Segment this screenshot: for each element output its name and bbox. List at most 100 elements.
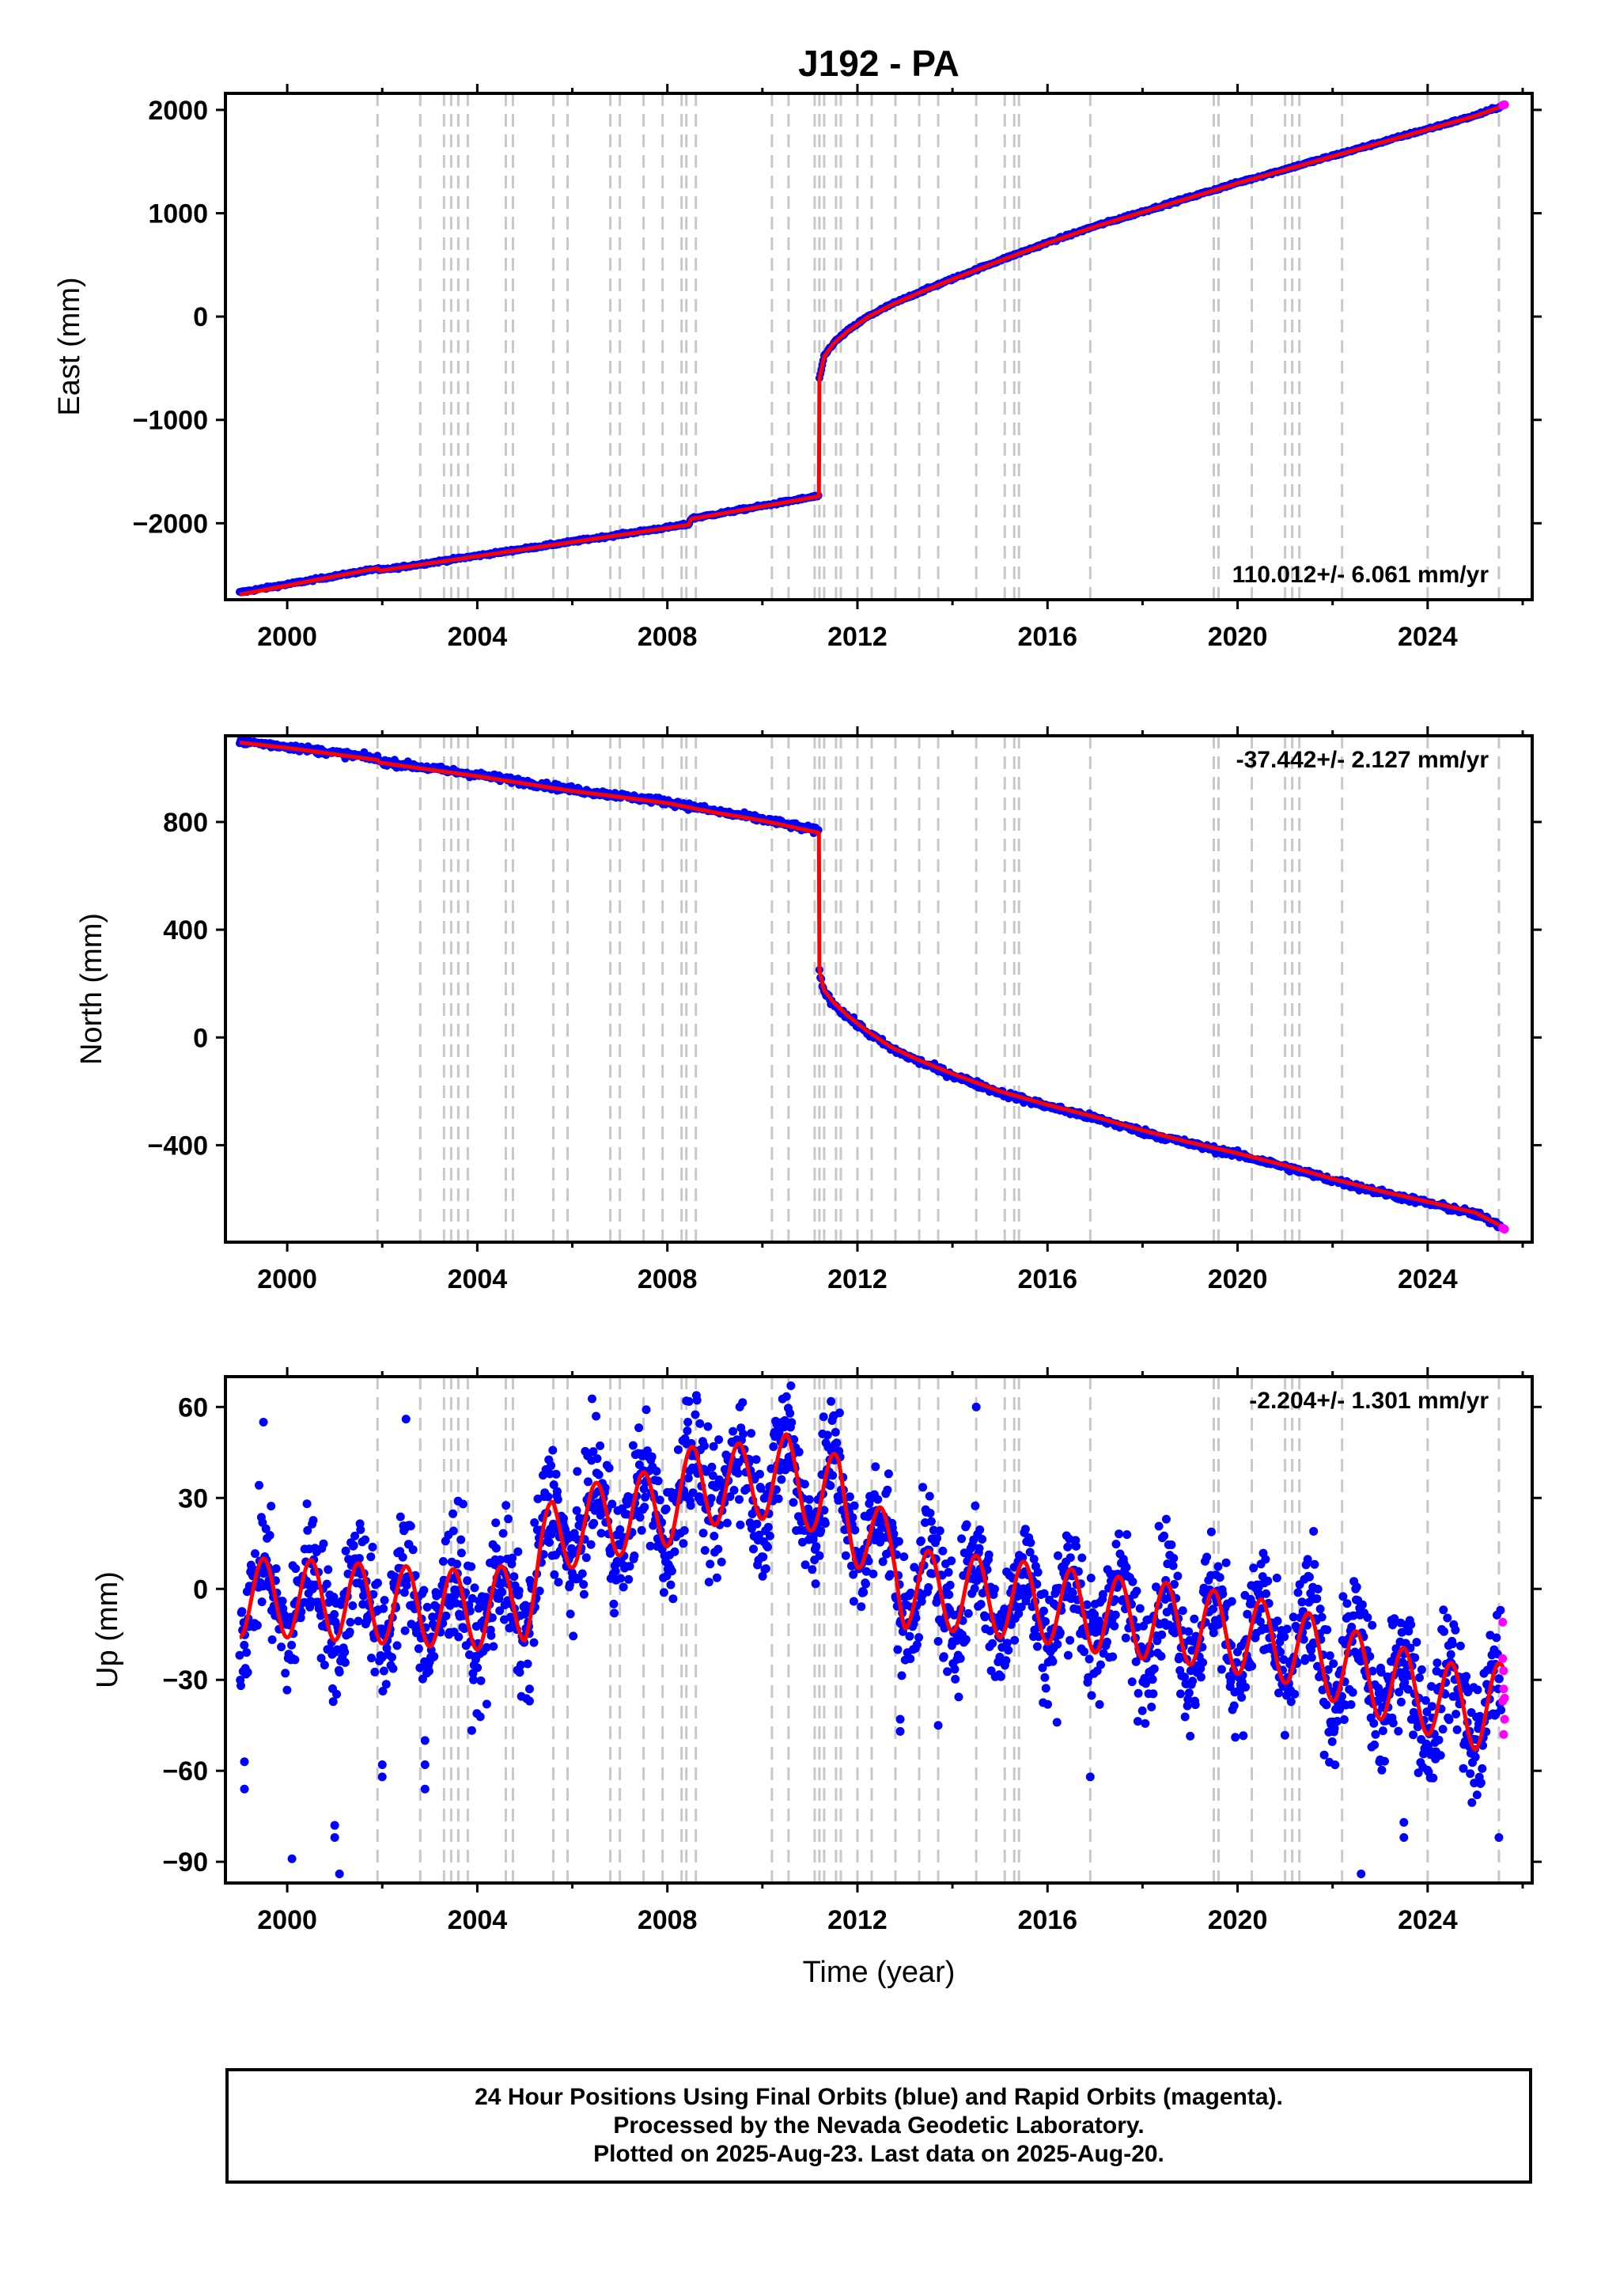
final-point <box>653 1476 663 1486</box>
final-point <box>430 1652 439 1661</box>
final-point <box>399 1588 409 1597</box>
final-point <box>1272 1574 1281 1582</box>
final-point <box>454 1632 464 1642</box>
final-point <box>1087 1691 1096 1700</box>
x-tick-label: 2008 <box>638 1264 698 1294</box>
final-point <box>1111 1610 1120 1620</box>
final-point <box>1346 1700 1356 1709</box>
final-point <box>765 1531 774 1540</box>
final-point <box>1262 1589 1271 1598</box>
model-line <box>239 741 1505 1229</box>
final-point <box>1184 1688 1194 1698</box>
final-point <box>630 1552 639 1560</box>
final-point <box>984 1550 994 1559</box>
final-point <box>1014 1609 1024 1619</box>
rate-label: -37.442+/- 2.127 mm/yr <box>1236 747 1489 773</box>
plot-area <box>236 93 1509 600</box>
final-point <box>1077 1553 1087 1563</box>
final-point <box>769 1442 778 1451</box>
final-point <box>717 1557 726 1567</box>
final-point <box>1273 1616 1282 1626</box>
final-point <box>535 1586 544 1596</box>
final-point <box>1190 1700 1200 1710</box>
final-point <box>1376 1668 1386 1677</box>
final-point <box>324 1565 333 1574</box>
final-point <box>1342 1599 1352 1608</box>
final-point <box>291 1564 301 1574</box>
final-point <box>414 1644 423 1654</box>
final-point <box>498 1588 507 1597</box>
final-point <box>947 1556 956 1566</box>
final-point <box>971 1501 980 1510</box>
final-point <box>645 1541 655 1551</box>
final-point <box>1400 1678 1410 1688</box>
final-point <box>1063 1650 1073 1660</box>
final-point <box>1063 1542 1073 1552</box>
final-point <box>419 1586 429 1595</box>
final-point <box>800 1560 810 1570</box>
final-point <box>491 1544 501 1553</box>
final-point <box>850 1501 859 1510</box>
final-point <box>845 1492 854 1502</box>
final-point <box>893 1645 903 1654</box>
final-point <box>703 1422 713 1431</box>
y-tick-label: 2000 <box>148 96 208 126</box>
x-tick-label: 2016 <box>1017 622 1077 652</box>
final-point <box>1206 1527 1216 1536</box>
final-point <box>667 1567 676 1576</box>
final-point <box>1388 1718 1398 1728</box>
final-point <box>516 1661 525 1669</box>
final-point <box>408 1545 418 1555</box>
final-point <box>267 1635 277 1644</box>
final-point <box>609 1599 619 1608</box>
final-point <box>1048 1657 1058 1666</box>
panel-north: 2000 2004 2008 2012 2016 2020 20248004000−400N… <box>75 726 1542 1294</box>
final-point <box>859 1588 869 1597</box>
x-tick-label: 2012 <box>827 1264 888 1294</box>
final-point <box>1080 1647 1089 1657</box>
final-point <box>257 1597 267 1607</box>
final-point <box>950 1665 959 1674</box>
final-point <box>1380 1756 1389 1766</box>
final-point <box>340 1647 350 1657</box>
final-point <box>346 1617 355 1627</box>
final-point <box>1202 1552 1212 1562</box>
final-point <box>354 1554 364 1563</box>
final-point <box>579 1589 589 1599</box>
final-point <box>688 1488 698 1498</box>
final-point <box>487 1613 497 1623</box>
final-point <box>1421 1695 1430 1705</box>
final-point <box>592 1454 602 1464</box>
final-point <box>939 1652 948 1661</box>
final-point <box>736 1520 745 1529</box>
final-point <box>547 1461 556 1470</box>
final-point <box>789 1498 798 1507</box>
final-point <box>382 1643 392 1653</box>
final-point <box>345 1627 354 1637</box>
final-point <box>835 1408 844 1418</box>
final-point <box>924 1583 933 1592</box>
final-point <box>1304 1572 1314 1582</box>
final-point <box>686 1501 695 1510</box>
final-point <box>1148 1675 1157 1684</box>
final-point <box>1241 1683 1251 1692</box>
final-point <box>935 1526 944 1536</box>
final-point <box>944 1590 954 1600</box>
final-point <box>763 1542 772 1552</box>
final-point <box>1128 1577 1137 1586</box>
final-point <box>1347 1623 1357 1631</box>
final-point <box>1039 1589 1049 1598</box>
final-point <box>577 1569 587 1578</box>
final-point <box>424 1666 433 1676</box>
final-point <box>722 1518 732 1528</box>
final-point <box>925 1491 934 1501</box>
final-point <box>906 1588 915 1597</box>
final-point <box>1131 1657 1141 1666</box>
final-point <box>451 1590 460 1600</box>
final-point <box>918 1483 928 1492</box>
final-point <box>547 1529 556 1539</box>
rate-label: 110.012+/- 6.061 mm/yr <box>1232 562 1489 588</box>
final-point <box>498 1529 508 1538</box>
final-point <box>297 1607 306 1616</box>
final-point <box>1290 1689 1300 1699</box>
